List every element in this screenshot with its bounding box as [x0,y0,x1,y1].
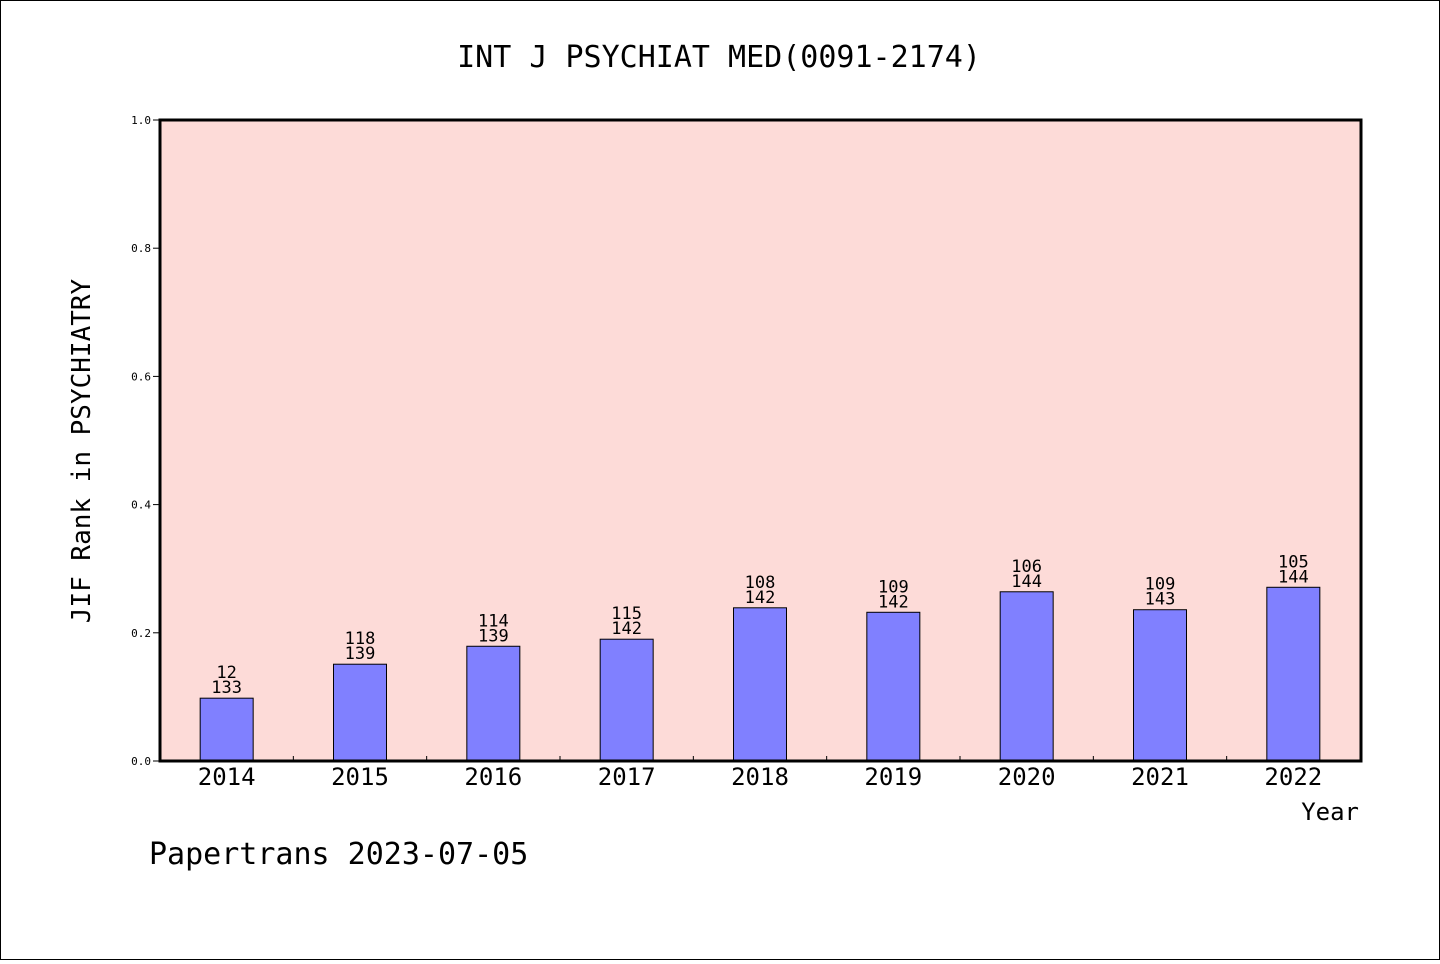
bar-2015 [333,663,387,762]
bars-group [199,586,1321,762]
chart-title: INT J PSYCHIAT MED(0091-2174) [457,40,981,75]
bar-total-label: 142 [611,619,642,639]
bar-2022 [1266,586,1321,762]
y-axis-label: JIF Rank in PSYCHIATRY [67,278,97,623]
x-axis-label: Year [1301,798,1359,826]
y-tick-label: 0.0 [131,755,151,768]
bar-2019 [866,611,921,762]
bar-total-label: 139 [478,626,509,646]
bar-labels: 1213311813911413911514210814210914210614… [211,552,1308,698]
x-tick-label: 2019 [864,763,922,791]
y-axis-ticks: 0.0 0.2 0.4 0.6 0.8 1.0 [131,114,160,768]
bar-total-label: 133 [211,678,242,698]
bar-total-label: 142 [878,592,909,612]
plot-border [158,118,1363,763]
x-tick-label: 2022 [1264,763,1322,791]
bar-total-label: 139 [345,644,376,664]
bar-rank-label: 118 [345,629,376,649]
y-tick-label: 0.8 [131,242,151,255]
bar-total-label: 144 [1011,572,1042,592]
bar-2018 [733,607,787,762]
bar-rank-label: 106 [1011,557,1042,577]
bar-rank-label: 109 [878,577,909,597]
bar-rank-label: 108 [745,573,776,593]
y-tick-label: 0.2 [131,627,151,640]
bar-total-label: 144 [1278,567,1309,587]
x-tick-label: 2020 [998,763,1056,791]
y-tick-label: 0.6 [131,370,151,383]
bar-rank-label: 12 [216,663,236,683]
bar-total-label: 143 [1145,590,1176,610]
bar-2021 [1133,609,1187,762]
bar-2016 [466,645,521,762]
x-tick-label: 2015 [331,763,389,791]
x-tick-label: 2014 [198,763,256,791]
y-tick-label: 1.0 [131,114,151,127]
bar-2014 [199,697,254,762]
bar-total-label: 142 [745,588,776,608]
bar-rank-label: 114 [478,611,509,631]
x-tick-label: 2021 [1131,763,1189,791]
bar-rank-label: 105 [1278,552,1309,572]
bar-rank-label: 109 [1145,575,1176,595]
x-tick-label: 2017 [598,763,656,791]
x-axis-ticks: 2014 2015 2016 2017 2018 2019 2020 2021 2022 [198,756,1322,791]
bar-rank-label: 115 [611,604,642,624]
y-tick-label: 0.4 [131,499,151,512]
bar-2017 [599,638,654,762]
footer-text: Papertrans 2023-07-05 [149,837,528,872]
x-tick-label: 2016 [464,763,522,791]
bar-2020 [999,591,1054,762]
x-tick-label: 2018 [731,763,789,791]
